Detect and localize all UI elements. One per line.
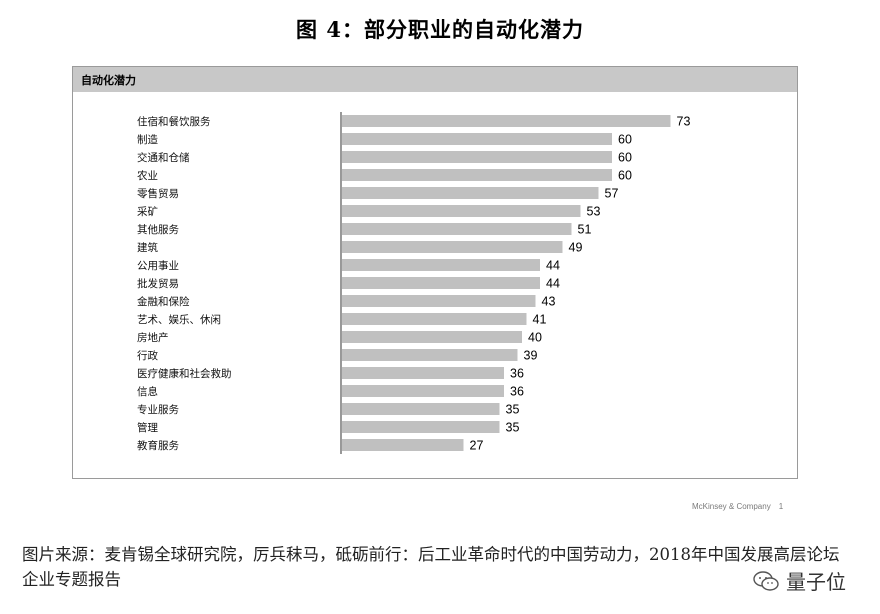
wechat-icon bbox=[753, 570, 779, 591]
bar bbox=[342, 403, 500, 415]
category-label: 其他服务 bbox=[137, 223, 179, 236]
bar bbox=[342, 223, 572, 235]
data-label: 57 bbox=[605, 187, 619, 201]
data-label: 41 bbox=[533, 313, 547, 327]
data-label: 44 bbox=[546, 277, 560, 291]
category-label: 农业 bbox=[137, 169, 158, 182]
bar bbox=[342, 385, 504, 397]
bar bbox=[342, 367, 504, 379]
category-label: 艺术、娱乐、休闲 bbox=[137, 313, 221, 326]
chart-header: 自动化潜力 bbox=[73, 67, 797, 92]
footer-note: McKinsey & Company 1 bbox=[692, 502, 783, 511]
data-label: 35 bbox=[506, 421, 520, 435]
figure-title: 图 4：部分职业的自动化潜力 bbox=[296, 17, 584, 42]
category-label: 公用事业 bbox=[137, 259, 179, 272]
chart-title: 自动化潜力 bbox=[81, 74, 136, 87]
bar bbox=[342, 187, 599, 199]
bar bbox=[342, 115, 671, 127]
category-label: 制造 bbox=[137, 133, 158, 146]
bar bbox=[342, 241, 563, 253]
data-label: 35 bbox=[506, 403, 520, 417]
category-label: 采矿 bbox=[137, 205, 158, 218]
page-number: 1 bbox=[778, 502, 784, 511]
bar bbox=[342, 169, 612, 181]
bar bbox=[342, 439, 464, 451]
category-label: 管理 bbox=[137, 421, 158, 434]
data-label: 44 bbox=[546, 259, 560, 273]
data-label: 43 bbox=[542, 295, 556, 309]
data-label: 49 bbox=[569, 241, 583, 255]
category-label: 零售贸易 bbox=[137, 187, 179, 200]
category-label: 住宿和餐饮服务 bbox=[137, 115, 211, 128]
category-label: 房地产 bbox=[137, 331, 169, 344]
category-label: 医疗健康和社会救助 bbox=[137, 367, 232, 380]
bar bbox=[342, 151, 612, 163]
bar bbox=[342, 421, 500, 433]
data-label: 60 bbox=[618, 133, 632, 147]
category-label: 信息 bbox=[137, 385, 158, 398]
data-label: 39 bbox=[524, 349, 538, 363]
chart-panel: 自动化潜力 住宿和餐饮服务 73 制造 60 交通和仓储 60 农业 60 零售贸易 57 采矿 53… bbox=[72, 66, 798, 479]
category-label: 专业服务 bbox=[137, 403, 179, 416]
data-label: 73 bbox=[677, 115, 691, 129]
category-label: 金融和保险 bbox=[137, 295, 190, 308]
data-label: 40 bbox=[528, 331, 542, 345]
data-label: 36 bbox=[510, 385, 524, 399]
bar bbox=[342, 277, 540, 289]
bar bbox=[342, 331, 522, 343]
watermark-text: 量子位 bbox=[786, 570, 846, 594]
category-label: 行政 bbox=[137, 349, 158, 362]
category-label: 建筑 bbox=[137, 241, 158, 254]
bar bbox=[342, 259, 540, 271]
data-label: 36 bbox=[510, 367, 524, 381]
source-caption: 图片来源：麦肯锡全球研究院，厉兵秣马，砥砺前行：后工业革命时代的中国劳动力，20… bbox=[22, 545, 840, 589]
company-name: McKinsey & Company bbox=[692, 502, 771, 511]
watermark: 量子位 bbox=[752, 566, 846, 595]
data-label: 27 bbox=[470, 439, 484, 453]
data-label: 53 bbox=[587, 205, 601, 219]
bar bbox=[342, 349, 518, 361]
category-label: 交通和仓储 bbox=[137, 151, 190, 164]
bar-chart: 住宿和餐饮服务 73 制造 60 交通和仓储 60 农业 60 零售贸易 57 采矿 53 其他服务 51… bbox=[137, 112, 691, 454]
category-label: 批发贸易 bbox=[137, 277, 179, 290]
bar bbox=[342, 205, 581, 217]
bar bbox=[342, 313, 527, 325]
data-label: 60 bbox=[618, 151, 632, 165]
data-label: 60 bbox=[618, 169, 632, 183]
bar bbox=[342, 295, 536, 307]
bar bbox=[342, 133, 612, 145]
data-label: 51 bbox=[578, 223, 592, 237]
category-label: 教育服务 bbox=[137, 439, 179, 452]
